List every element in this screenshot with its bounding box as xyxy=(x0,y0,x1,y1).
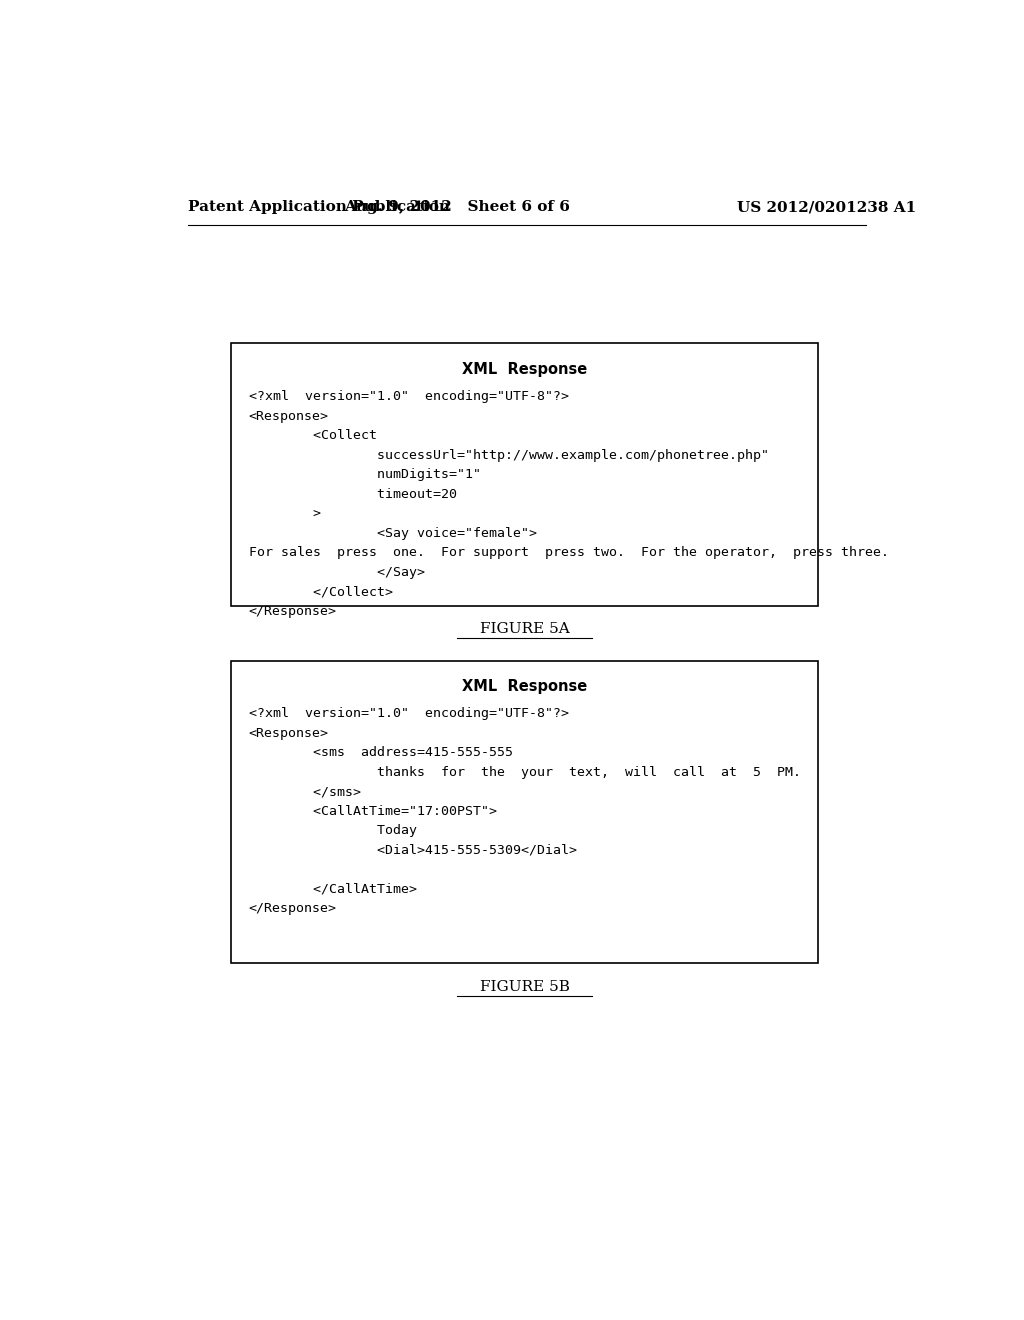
Text: </sms>: </sms> xyxy=(249,785,360,799)
Text: thanks  for  the  your  text,  will  call  at  5  PM.: thanks for the your text, will call at 5… xyxy=(249,766,801,779)
Text: <Response>: <Response> xyxy=(249,727,329,739)
Text: <Response>: <Response> xyxy=(249,409,329,422)
Text: </Collect>: </Collect> xyxy=(249,585,392,598)
Text: XML  Response: XML Response xyxy=(462,678,588,694)
Text: <?xml  version="1.0"  encoding="UTF-8"?>: <?xml version="1.0" encoding="UTF-8"?> xyxy=(249,391,568,403)
FancyBboxPatch shape xyxy=(231,343,818,606)
Text: Aug. 9, 2012   Sheet 6 of 6: Aug. 9, 2012 Sheet 6 of 6 xyxy=(344,201,570,214)
Text: </Say>: </Say> xyxy=(249,566,425,578)
Text: FIGURE 5B: FIGURE 5B xyxy=(480,979,569,994)
Text: successUrl="http://www.example.com/phonetree.php": successUrl="http://www.example.com/phone… xyxy=(249,449,769,462)
Text: </Response>: </Response> xyxy=(249,605,337,618)
Text: XML  Response: XML Response xyxy=(462,362,588,376)
Text: <Collect: <Collect xyxy=(249,429,377,442)
FancyBboxPatch shape xyxy=(231,660,818,964)
Text: >: > xyxy=(249,507,321,520)
Text: <Dial>415-555-5309</Dial>: <Dial>415-555-5309</Dial> xyxy=(249,843,577,857)
Text: </Response>: </Response> xyxy=(249,903,337,915)
Text: </CallAtTime>: </CallAtTime> xyxy=(249,883,417,896)
Text: FIGURE 5A: FIGURE 5A xyxy=(480,622,569,636)
Text: <CallAtTime="17:00PST">: <CallAtTime="17:00PST"> xyxy=(249,805,497,818)
Text: <Say voice="female">: <Say voice="female"> xyxy=(249,527,537,540)
Text: US 2012/0201238 A1: US 2012/0201238 A1 xyxy=(736,201,916,214)
Text: <?xml  version="1.0"  encoding="UTF-8"?>: <?xml version="1.0" encoding="UTF-8"?> xyxy=(249,708,568,721)
Text: timeout=20: timeout=20 xyxy=(249,487,457,500)
Text: For sales  press  one.  For support  press two.  For the operator,  press three.: For sales press one. For support press t… xyxy=(249,546,889,560)
Text: Patent Application Publication: Patent Application Publication xyxy=(187,201,450,214)
Text: <sms  address=415-555-555: <sms address=415-555-555 xyxy=(249,746,513,759)
Text: Today: Today xyxy=(249,825,417,837)
Text: numDigits="1": numDigits="1" xyxy=(249,469,480,482)
